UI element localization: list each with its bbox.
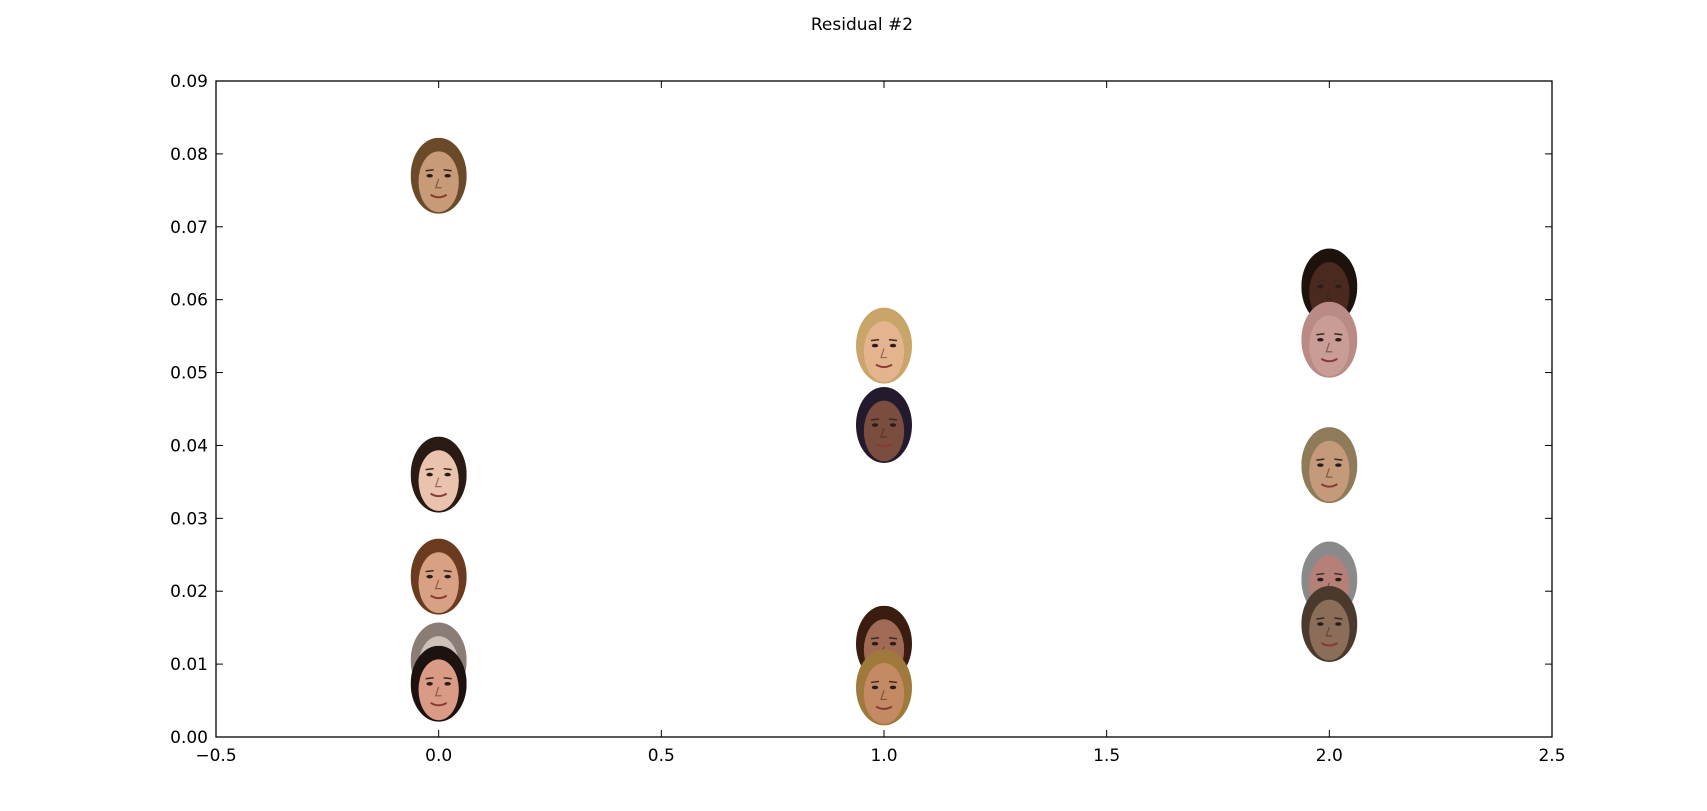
data-point-face (856, 387, 912, 464)
x-axis: −0.5 0.0 0.5 1.0 1.5 2.0 2.5 (195, 81, 1566, 766)
y-tick-label: 0.09 (170, 72, 208, 92)
x-tick-label: 2.5 (1538, 746, 1565, 766)
y-axis: 0.00 0.01 0.02 0.03 0.04 0.05 0.06 0.07 0.08 0.09 (170, 72, 1552, 748)
x-tick-label: −0.5 (195, 746, 236, 766)
y-tick-label: 0.05 (170, 364, 208, 384)
y-tick-label: 0.01 (170, 655, 208, 675)
data-point-face (410, 538, 467, 615)
x-tick-label: 1.5 (1093, 746, 1120, 766)
y-tick-label: 0.02 (170, 582, 208, 602)
data-point-face (1301, 301, 1358, 378)
y-tick-label: 0.08 (170, 145, 208, 165)
y-tick-label: 0.03 (170, 509, 208, 529)
data-point-face (856, 307, 912, 384)
data-point-face (856, 649, 912, 726)
data-point-face (410, 645, 467, 722)
chart-title: Residual #2 (811, 15, 913, 35)
x-tick-label: 1.0 (870, 746, 897, 766)
x-tick-label: 0.5 (648, 746, 675, 766)
data-point-face (1301, 427, 1358, 504)
x-tick-label: 2.0 (1316, 746, 1343, 766)
y-tick-label: 0.00 (170, 728, 208, 748)
x-tick-label: 0.0 (425, 746, 452, 766)
y-tick-label: 0.04 (170, 436, 208, 456)
data-point-face (410, 137, 467, 214)
data-point-face (410, 436, 467, 513)
data-point-face (1301, 586, 1358, 663)
y-tick-label: 0.07 (170, 218, 208, 238)
data-points (410, 137, 1358, 726)
y-tick-label: 0.06 (170, 291, 208, 311)
